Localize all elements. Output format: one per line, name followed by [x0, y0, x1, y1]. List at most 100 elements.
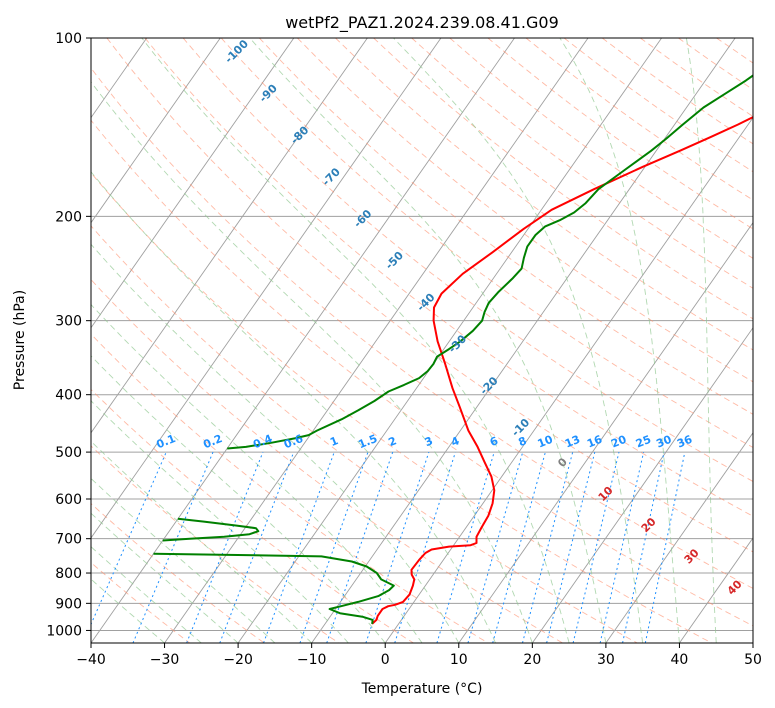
y-axis-label: Pressure (hPa)	[12, 290, 28, 390]
dry-adiabat-line	[91, 172, 713, 643]
mixing-ratio-line	[263, 451, 335, 643]
mixing-ratio-label: 0.4	[251, 432, 274, 451]
isotherm-line	[91, 38, 221, 224]
mixing-ratio-line	[492, 451, 546, 643]
mixing-ratio-label: 4	[449, 434, 461, 449]
y-tick-label: 300	[55, 314, 82, 330]
mixing-ratio-line	[467, 451, 524, 643]
dry-adiabat-label: -70	[320, 165, 343, 188]
isotherm-line	[164, 38, 589, 643]
isotherm-line	[0, 38, 73, 643]
dry-adiabat-label: -50	[383, 249, 406, 272]
y-tick-label: 600	[55, 492, 82, 508]
x-tick-label: −20	[223, 652, 253, 668]
mixing-ratio-label: 8	[517, 434, 529, 449]
y-tick-label: 100	[55, 31, 82, 47]
dry-adiabat-label: -80	[288, 123, 311, 146]
mixing-ratio-line	[436, 451, 495, 643]
mixing-ratio-label: 30	[654, 433, 673, 451]
x-tick-label: −30	[150, 652, 180, 668]
mixing-ratio-line	[219, 451, 295, 643]
moist-adiabat-line	[91, 81, 533, 643]
mixing-ratio-label: 3	[423, 434, 435, 449]
dry-adiabat-line	[487, 38, 753, 230]
isotherm-line	[384, 116, 753, 643]
mixing-ratio-line	[365, 451, 430, 643]
x-axis-label: Temperature (°C)	[361, 681, 483, 697]
wet-adiabat-label: 10	[596, 484, 616, 504]
isotherm-line	[679, 537, 753, 643]
y-tick-label: 400	[55, 388, 82, 404]
isotherm-line	[531, 326, 753, 643]
mixing-ratio-label: 36	[675, 433, 694, 451]
dry-adiabat-line	[335, 38, 753, 351]
wet-adiabat-label: 0	[555, 455, 570, 470]
isotherm-line	[458, 221, 753, 643]
moist-adiabat-line	[685, 38, 717, 643]
plot-frame	[90, 37, 754, 644]
dry-adiabat-line	[144, 38, 753, 517]
isotherm-line	[91, 38, 442, 539]
mixing-ratio-label: 6	[488, 434, 500, 449]
y-tick-label: 800	[55, 566, 82, 582]
mixing-ratio-label: 2	[387, 434, 399, 449]
dry-adiabat-line	[106, 38, 753, 553]
isotherm-line	[91, 38, 368, 434]
moist-adiabat-line	[91, 477, 276, 643]
mixing-ratio-label: 0.6	[282, 432, 305, 451]
moist-adiabat-line	[559, 38, 680, 643]
profile-lines	[153, 74, 753, 625]
dry-adiabat-line	[91, 445, 340, 643]
dry-adiabat-line	[755, 38, 775, 643]
mixing-ratio-label: 13	[563, 433, 582, 451]
isotherm-line	[752, 642, 753, 643]
dry-adiabat-line	[91, 278, 563, 643]
mixing-ratio-line	[599, 451, 645, 643]
mixing-ratio-line	[132, 451, 214, 643]
dry-adiabat-line	[297, 38, 753, 383]
moist-adiabat-line	[91, 243, 460, 643]
wet-adiabat-label: 30	[682, 546, 702, 566]
x-tick-label: 0	[381, 652, 390, 668]
mixing-ratio-label: 10	[536, 433, 555, 451]
temperature-line	[371, 116, 753, 625]
mixing-ratio-line	[521, 451, 574, 643]
chart-title: wetPf2_PAZ1.2024.239.08.41.G09	[285, 13, 559, 33]
x-tick-label: −10	[297, 652, 327, 668]
isotherm-line	[91, 38, 295, 329]
dry-adiabat-line	[449, 38, 753, 259]
dry-adiabat-line	[716, 38, 753, 64]
moist-adiabat-line	[91, 512, 239, 643]
moist-adiabat-line	[393, 38, 644, 643]
dry-adiabat-line	[91, 67, 753, 589]
dry-adiabat-line	[373, 38, 753, 320]
x-tick-label: 50	[744, 652, 762, 668]
y-axis: 100 200 300 400 500 600 700 800 900 1000	[46, 31, 91, 639]
moist-adiabat-line	[91, 400, 349, 643]
dry-adiabat-label: -90	[257, 82, 280, 105]
x-axis: −40 −30 −20 −10 0 10 20 30 40 50	[76, 643, 762, 668]
x-tick-label: 40	[671, 652, 689, 668]
dry-adiabat-line	[91, 119, 753, 627]
dry-adiabat-line	[411, 38, 753, 289]
y-tick-label: 900	[55, 596, 82, 612]
x-tick-label: −40	[76, 652, 106, 668]
moist-adiabat-line	[91, 303, 423, 643]
y-tick-label: 500	[55, 445, 82, 461]
y-tick-label: 200	[55, 209, 82, 225]
dry-adiabat-line	[91, 561, 190, 643]
dewpoint-line	[153, 552, 395, 625]
dewpoint-line	[227, 74, 753, 450]
moist-adiabat-line	[91, 440, 313, 643]
dry-adiabat-line	[640, 38, 753, 117]
wet-adiabat-label: 40	[725, 577, 745, 597]
mixing-ratio-line	[546, 451, 596, 643]
dry-adiabat-line	[258, 38, 753, 415]
y-tick-label: 1000	[46, 623, 82, 639]
dry-adiabat-label: -100	[222, 37, 251, 66]
mixing-ratio-line	[394, 451, 456, 643]
mixing-ratio-line	[572, 451, 620, 643]
mixing-ratio-line	[644, 452, 686, 643]
dry-adiabat-line	[91, 333, 489, 643]
